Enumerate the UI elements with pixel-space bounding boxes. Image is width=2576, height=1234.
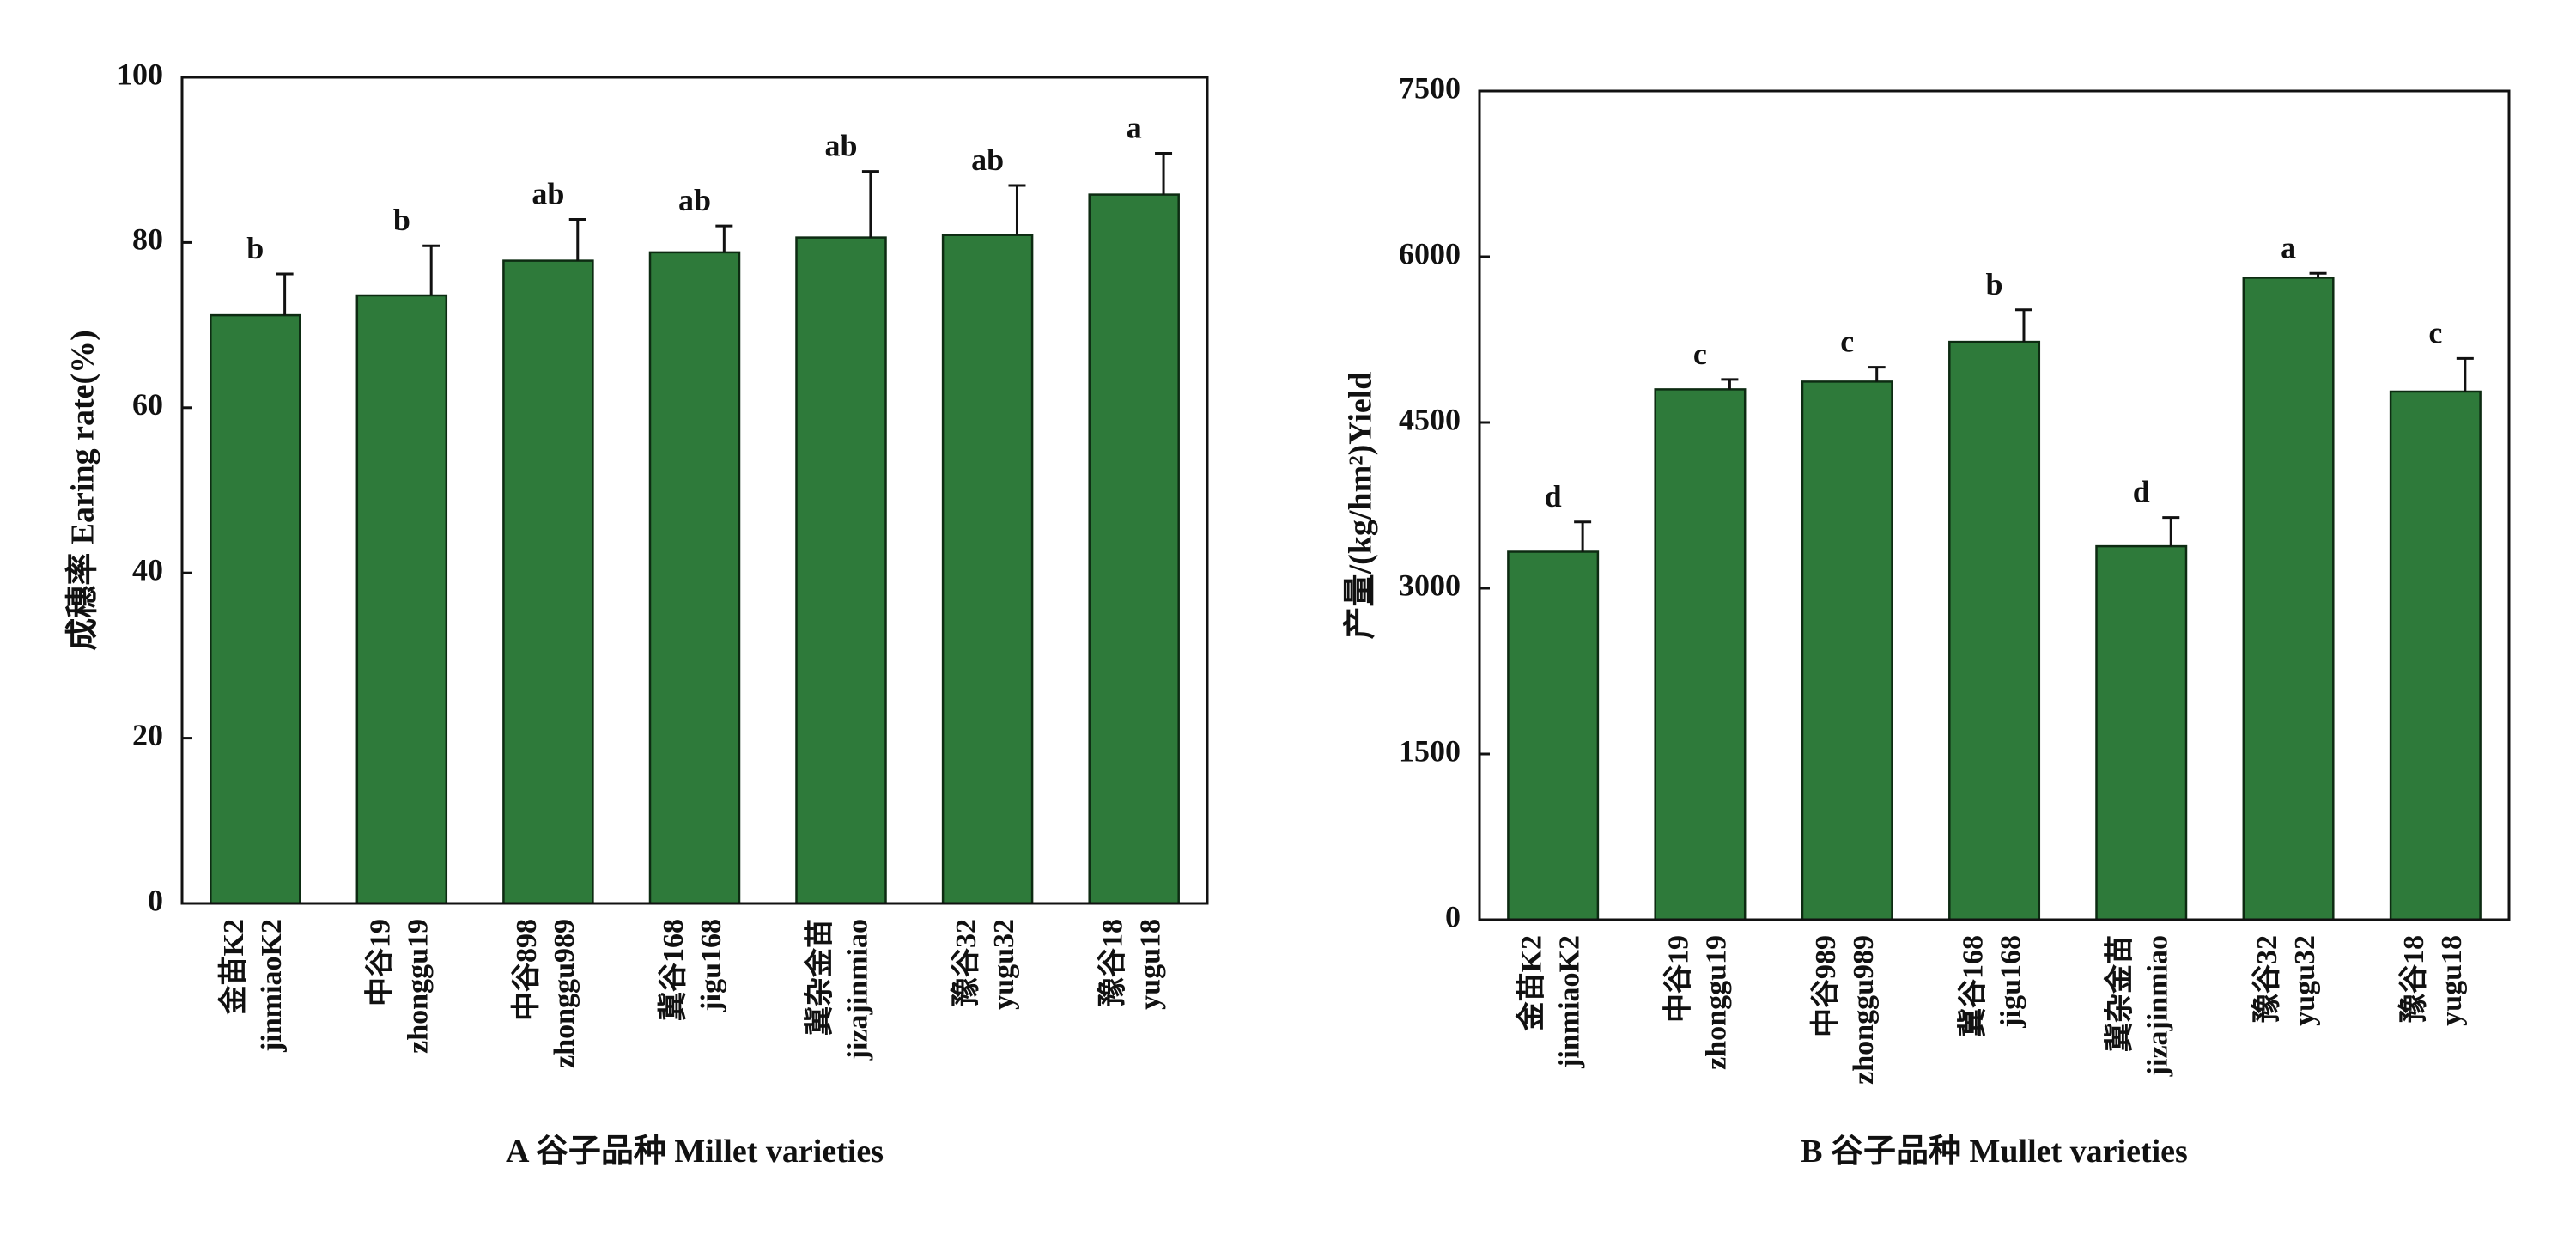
category-label-en: zhonggu19: [403, 919, 434, 1054]
significance-letter: c: [1840, 325, 1854, 359]
significance-letter: ab: [971, 143, 1004, 177]
y-tick-label: 1500: [1399, 733, 1461, 768]
significance-letter: c: [1693, 337, 1707, 371]
y-axis-title: 产量/(kg/hm²)Yield: [1343, 372, 1379, 640]
y-tick-label: 0: [1445, 899, 1461, 933]
category-label-en: jizajinmiao: [841, 919, 873, 1061]
category-label-en: jizajinmiao: [2142, 935, 2174, 1077]
category-label-en: zhonggu989: [549, 919, 580, 1068]
y-tick-label: 40: [132, 552, 163, 587]
category-label-en: jinmiaoK2: [1553, 935, 1585, 1069]
category-label-zh: 中谷989: [1809, 935, 1842, 1037]
category-label-en: jigu168: [696, 919, 727, 1012]
significance-letter: d: [2133, 475, 2150, 509]
significance-letter: d: [1545, 479, 1562, 514]
category-label-zh: 金苗K2: [1514, 935, 1547, 1031]
category-label-zh: 中谷19: [1662, 935, 1695, 1023]
bar: [795, 236, 887, 905]
category-label-en: jigu168: [1995, 935, 2026, 1029]
category-label-en: yugu18: [1134, 919, 1166, 1010]
y-tick-label: 80: [132, 222, 163, 257]
significance-letter: ab: [678, 183, 711, 217]
category-label-zh: 冀谷168: [657, 919, 690, 1021]
significance-letter: ab: [532, 177, 564, 211]
bar: [1507, 550, 1600, 921]
bar: [1654, 388, 1747, 921]
bar: [502, 259, 594, 905]
category-label-zh: 豫谷18: [2397, 935, 2430, 1023]
category-label-en: zhonggu989: [1848, 935, 1880, 1085]
y-tick-label: 0: [148, 883, 163, 917]
bar: [2389, 390, 2482, 921]
x-axis-title: B 谷子品种 Mullet varieties: [1801, 1134, 2188, 1170]
significance-letter: c: [2428, 315, 2442, 350]
significance-letter: b: [246, 231, 264, 265]
category-label-zh: 中谷898: [510, 919, 543, 1021]
y-tick-label: 60: [132, 387, 163, 422]
category-label-en: zhonggu19: [1701, 935, 1733, 1070]
y-axis-title: 成穗率 Earing rate(%): [65, 330, 101, 651]
category-label-en: yugu32: [988, 919, 1020, 1010]
bar: [648, 251, 741, 905]
bar: [210, 313, 301, 905]
bar: [1088, 193, 1180, 905]
bar: [1948, 340, 2041, 921]
bar: [355, 294, 448, 905]
category-label-zh: 中谷19: [364, 919, 397, 1006]
significance-letter: b: [1985, 267, 2002, 301]
significance-letter: a: [2281, 230, 2296, 264]
y-tick-label: 4500: [1399, 402, 1461, 436]
y-tick-label: 20: [132, 718, 163, 752]
y-tick-label: 7500: [1399, 70, 1461, 105]
category-label-zh: 冀杂金苗: [2103, 935, 2136, 1052]
category-label-en: yugu32: [2289, 935, 2321, 1026]
y-tick-label: 6000: [1399, 236, 1461, 271]
plot-frame: [1478, 89, 2511, 921]
x-axis-title: A 谷子品种 Millet varieties: [506, 1134, 884, 1170]
category-label-zh: 豫谷32: [950, 919, 982, 1006]
category-label-zh: 豫谷32: [2251, 935, 2283, 1023]
category-label-zh: 豫谷18: [1096, 919, 1128, 1006]
bar: [2242, 277, 2335, 921]
y-tick-label: 100: [117, 57, 163, 91]
category-label-zh: 金苗K2: [216, 919, 250, 1015]
category-label-zh: 冀谷168: [1956, 935, 1989, 1037]
bar: [2095, 544, 2188, 921]
category-label-zh: 冀杂金苗: [802, 919, 835, 1036]
significance-letter: a: [1127, 111, 1142, 145]
y-tick-label: 3000: [1399, 568, 1461, 602]
significance-letter: ab: [825, 129, 858, 163]
category-label-en: jinmiaoK2: [256, 919, 288, 1053]
plot-frame: [180, 76, 1209, 905]
bar: [1801, 380, 1893, 921]
significance-letter: b: [393, 203, 410, 237]
category-label-en: yugu18: [2436, 935, 2468, 1026]
bar: [941, 234, 1034, 905]
